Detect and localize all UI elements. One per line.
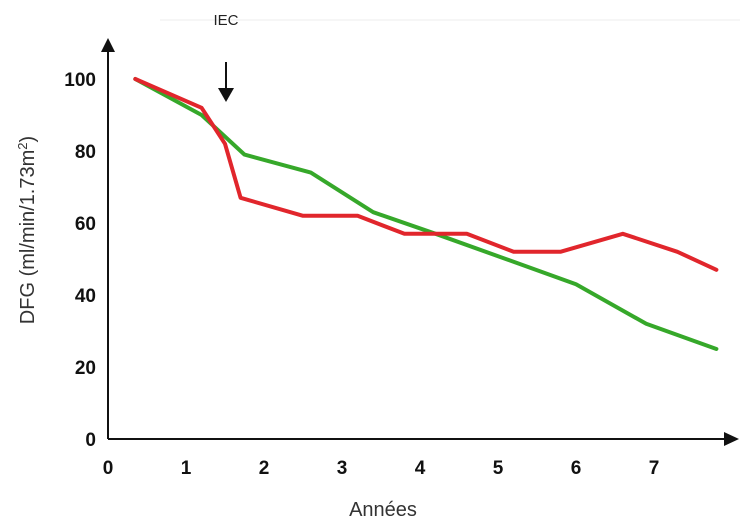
y-axis-title-superscript: 2 [15,142,30,149]
y-tick-label: 20 [75,358,96,379]
y-axis-title: DFG (ml/min/1.73m2) [15,136,39,324]
y-tick-label: 60 [75,214,96,235]
y-tick-label: 100 [64,70,96,91]
x-tick-label: 2 [259,458,270,479]
annotation: IEC [213,12,239,102]
x-tick-label: 0 [103,458,114,479]
x-tick-labels: 0 1 2 3 4 5 6 7 [103,458,660,479]
annotation-arrow-head-icon [218,88,234,102]
axes [101,38,739,446]
annotation-label: IEC [213,12,238,29]
y-tick-labels: 0 20 40 60 80 100 [64,70,96,451]
x-axis-arrow-icon [724,432,739,446]
series-line-1 [133,77,719,351]
y-tick-label: 80 [75,142,96,163]
x-tick-label: 4 [415,458,426,479]
x-tick-label: 6 [571,458,582,479]
x-tick-label: 3 [337,458,348,479]
series-line-2 [133,77,719,272]
y-axis-title-close: ) [17,136,39,143]
y-tick-label: 40 [75,286,96,307]
y-axis-arrow-icon [101,38,115,52]
y-axis-title-main: DFG (ml/min/1.73m [17,150,39,324]
series-lines [133,77,719,351]
x-tick-label: 7 [649,458,660,479]
y-tick-label: 0 [85,430,96,451]
x-tick-label: 5 [493,458,504,479]
x-axis-title: Années [349,499,417,521]
x-tick-label: 1 [181,458,192,479]
